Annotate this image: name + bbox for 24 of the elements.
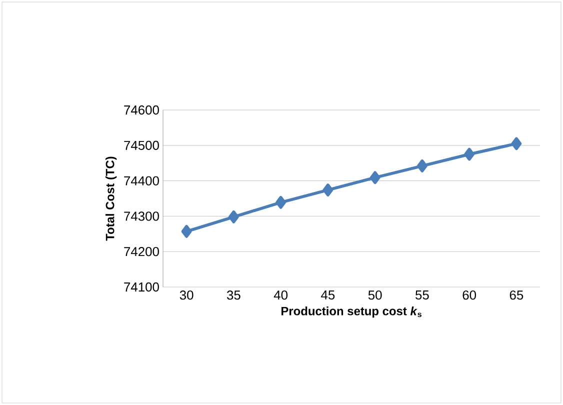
y-tick-label: 74200	[124, 247, 159, 256]
y-tick-label: 74100	[124, 282, 159, 292]
x-tick-label: 35	[226, 290, 240, 300]
x-tick-label: 55	[416, 290, 429, 300]
point	[370, 171, 380, 184]
y-tick-label: 74300	[124, 212, 159, 221]
point	[416, 159, 428, 172]
point	[464, 148, 475, 161]
y-tick-label: 74400	[124, 176, 159, 186]
point	[228, 210, 239, 224]
point	[322, 184, 334, 196]
x-tick-label: 40	[274, 290, 288, 300]
point	[511, 137, 522, 150]
y-tick-label: 74500	[124, 140, 159, 150]
y-tick-label: 74600	[124, 105, 159, 115]
x-tick-label: 30	[180, 290, 194, 300]
x-tick-label: 60	[462, 290, 476, 300]
x-axis-title: Production setup cost k$_{s}$	[281, 306, 422, 318]
point	[276, 196, 286, 209]
x-tick-label: 65	[510, 290, 524, 300]
x-tick-label: 50	[368, 290, 382, 300]
point	[181, 224, 192, 238]
x-tick-label: 45	[321, 290, 335, 300]
y-axis-title: Total Cost (TC)	[105, 156, 117, 241]
